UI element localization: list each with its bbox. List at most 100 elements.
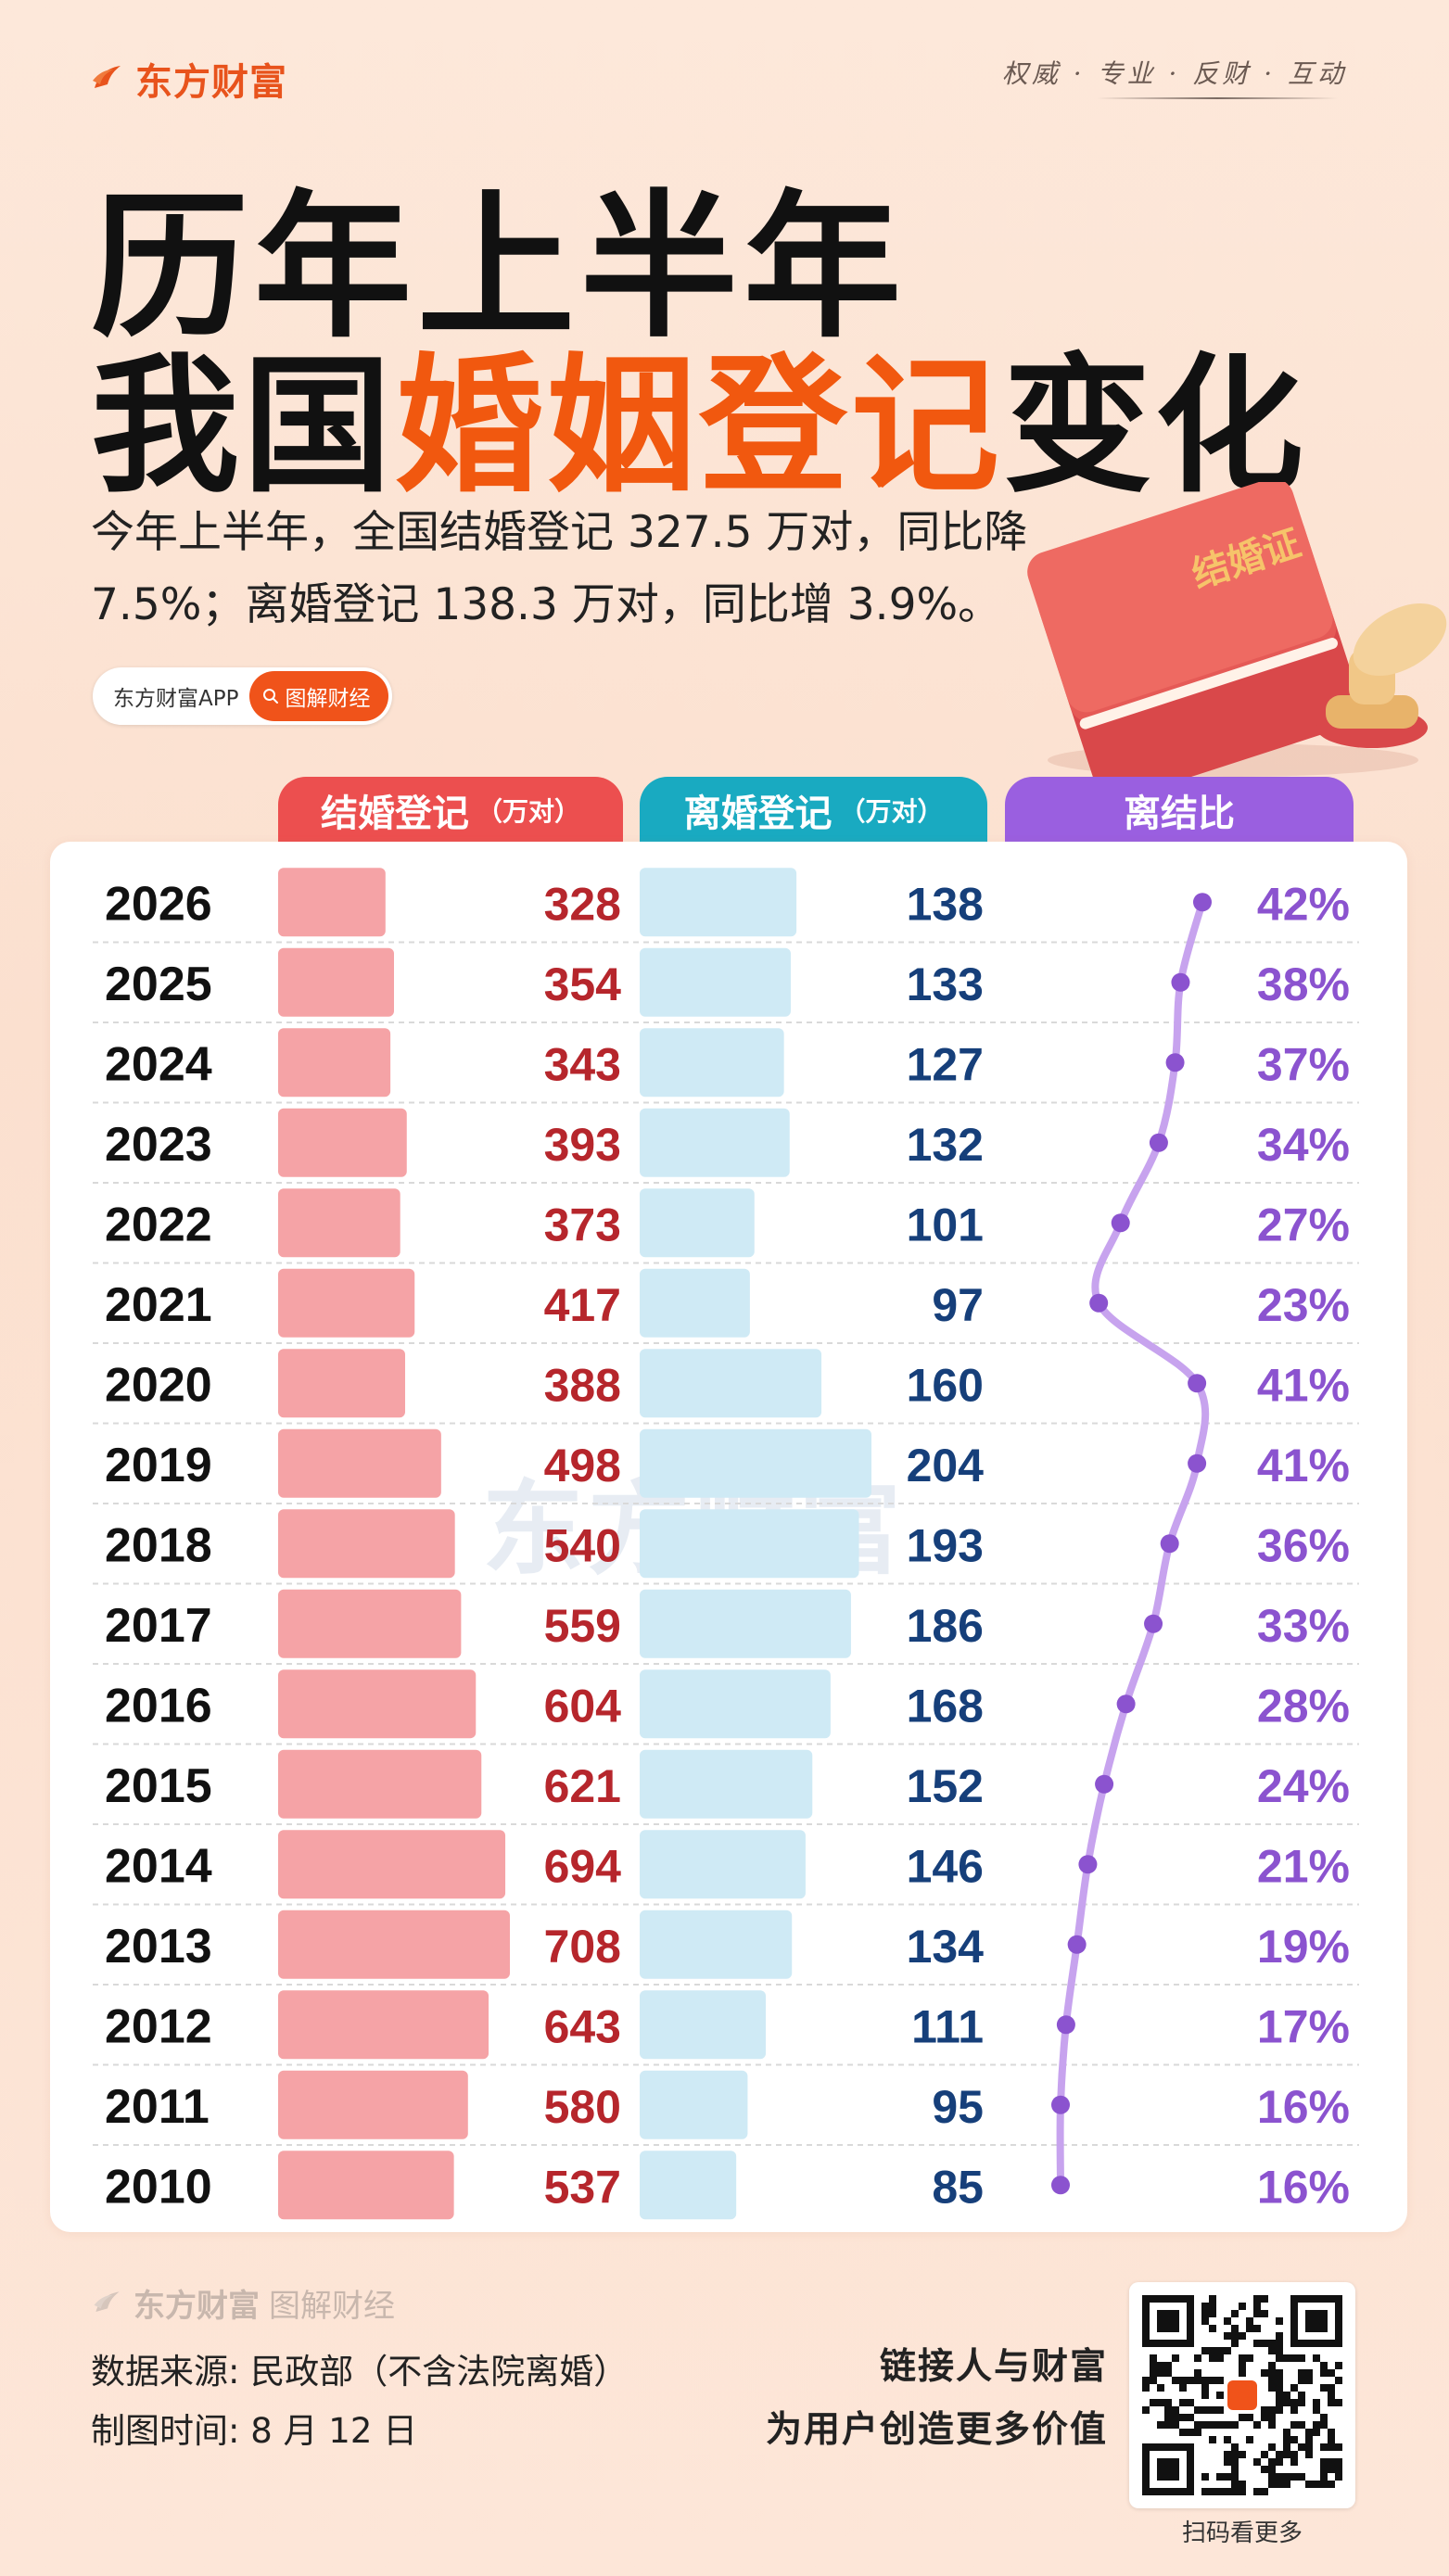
marriage-value: 393 bbox=[544, 1119, 621, 1171]
divorce-bar bbox=[640, 1589, 851, 1658]
divorce-bar bbox=[640, 2070, 748, 2139]
divorce-value: 97 bbox=[932, 1279, 984, 1331]
year-label: 2015 bbox=[105, 1759, 212, 1813]
marriage-bar bbox=[278, 2151, 454, 2220]
divorce-value: 168 bbox=[907, 1680, 984, 1732]
ratio-line bbox=[1056, 898, 1210, 2189]
year-label: 2013 bbox=[105, 1920, 212, 1973]
marriage-value: 559 bbox=[544, 1600, 621, 1652]
ratio-point bbox=[1078, 1855, 1098, 1874]
marriage-bar bbox=[278, 1910, 510, 1979]
year-label: 2010 bbox=[105, 2160, 212, 2214]
year-label: 2018 bbox=[105, 1518, 212, 1572]
ratio-point bbox=[1051, 2095, 1070, 2114]
divorce-value: 138 bbox=[907, 878, 984, 930]
marriage-value: 343 bbox=[544, 1038, 621, 1090]
ratio-value: 36% bbox=[1257, 1519, 1350, 1571]
marriage-value: 388 bbox=[544, 1359, 621, 1411]
header-ratio: 离结比 bbox=[1005, 777, 1354, 844]
ratio-value: 33% bbox=[1257, 1600, 1350, 1652]
app-pill[interactable]: 东方财富APP 图解财经 bbox=[93, 667, 393, 725]
divorce-value: 134 bbox=[907, 1921, 985, 1973]
year-label: 2020 bbox=[105, 1358, 212, 1412]
made-date: 制图时间: 8 月 12 日 bbox=[91, 2411, 418, 2451]
ratio-value: 38% bbox=[1257, 958, 1350, 1010]
marriage-value: 354 bbox=[544, 958, 622, 1010]
year-label: 2019 bbox=[105, 1439, 212, 1492]
year-label: 2011 bbox=[105, 2080, 210, 2134]
title-line-1: 历年上半年 bbox=[91, 176, 908, 360]
marriage-bar bbox=[278, 1268, 415, 1338]
divorce-bar bbox=[640, 868, 797, 937]
ratio-value: 16% bbox=[1257, 2161, 1350, 2213]
header-divorce-label: 离婚登记 bbox=[683, 793, 833, 835]
marriage-value: 537 bbox=[544, 2161, 621, 2213]
marriage-value: 708 bbox=[544, 1921, 621, 1973]
header-marriage-label: 结婚登记 bbox=[320, 793, 469, 835]
header-marriage: 结婚登记 （万对） bbox=[278, 777, 623, 844]
header-divorce-unit: （万对） bbox=[839, 796, 944, 827]
ratio-point bbox=[1095, 1774, 1114, 1794]
tagline-2: 为用户创造更多价值 bbox=[765, 2409, 1108, 2451]
divorce-bar bbox=[640, 1349, 822, 1418]
qr-code[interactable] bbox=[1129, 2282, 1355, 2508]
year-label: 2012 bbox=[105, 1999, 212, 2053]
ratio-value: 42% bbox=[1257, 878, 1350, 930]
header-marriage-unit: （万对） bbox=[476, 796, 580, 827]
ratio-point bbox=[1144, 1614, 1163, 1633]
ratio-value: 27% bbox=[1257, 1199, 1350, 1250]
slogan: 权威 · 专业 · 反财 · 互动 bbox=[1001, 58, 1347, 89]
ratio-point bbox=[1067, 1935, 1087, 1954]
divorce-value: 146 bbox=[907, 1840, 984, 1892]
ratio-value: 24% bbox=[1257, 1760, 1350, 1812]
year-label: 2026 bbox=[105, 877, 212, 931]
year-label: 2017 bbox=[105, 1599, 212, 1653]
year-label: 2022 bbox=[105, 1198, 212, 1251]
title-highlight: 婚姻登记 bbox=[395, 339, 1004, 513]
divorce-value: 127 bbox=[907, 1038, 984, 1090]
divorce-value: 186 bbox=[907, 1600, 984, 1652]
marriage-bar bbox=[278, 1188, 400, 1258]
divorce-bar bbox=[640, 1990, 767, 2060]
marriage-bar bbox=[278, 1749, 482, 1819]
divorce-bar bbox=[640, 947, 791, 1017]
divorce-value: 204 bbox=[907, 1440, 985, 1491]
divorce-bar bbox=[640, 1268, 750, 1338]
ratio-point bbox=[1051, 2176, 1070, 2195]
ratio-point bbox=[1111, 1213, 1130, 1233]
marriage-bar bbox=[278, 1589, 462, 1658]
year-label: 2025 bbox=[105, 958, 212, 1011]
divorce-bar bbox=[640, 1028, 784, 1098]
marriage-value: 643 bbox=[544, 2000, 621, 2052]
section-tag-label: 图解财经 bbox=[285, 687, 371, 711]
ratio-point bbox=[1193, 893, 1212, 912]
divorce-bar bbox=[640, 1830, 806, 1899]
ratio-value: 34% bbox=[1257, 1119, 1350, 1171]
ratio-point bbox=[1149, 1133, 1168, 1152]
year-label: 2023 bbox=[105, 1118, 212, 1172]
footer-brand-name: 东方财富 bbox=[133, 2288, 260, 2325]
title-line-2: 我国婚姻登记变化 bbox=[91, 306, 1307, 521]
marriage-bar bbox=[278, 1990, 489, 2060]
title-suffix: 变化 bbox=[1003, 339, 1308, 513]
scan-hint: 扫码看更多 bbox=[1181, 2519, 1303, 2547]
ratio-point bbox=[1165, 1053, 1185, 1072]
divorce-value: 160 bbox=[907, 1359, 984, 1411]
ratio-point bbox=[1188, 1453, 1207, 1473]
section-tag-button[interactable]: 图解财经 bbox=[249, 671, 389, 721]
ratio-value: 21% bbox=[1257, 1840, 1350, 1892]
marriage-certificate-illustration: 结婚证 bbox=[1027, 482, 1447, 788]
marriage-value: 417 bbox=[544, 1279, 621, 1331]
ratio-point bbox=[1116, 1694, 1136, 1714]
marriage-bar bbox=[278, 1830, 506, 1899]
header-divorce: 离婚登记 （万对） bbox=[640, 777, 987, 844]
ratio-value: 41% bbox=[1257, 1359, 1350, 1411]
footer-section: 图解财经 bbox=[269, 2288, 395, 2325]
ratio-value: 19% bbox=[1257, 1921, 1350, 1973]
marriage-bar bbox=[278, 1669, 477, 1739]
marriage-value: 604 bbox=[544, 1680, 622, 1732]
marriage-bar bbox=[278, 1509, 455, 1579]
marriage-bar bbox=[278, 2070, 468, 2139]
slogan-underline bbox=[1097, 97, 1338, 99]
